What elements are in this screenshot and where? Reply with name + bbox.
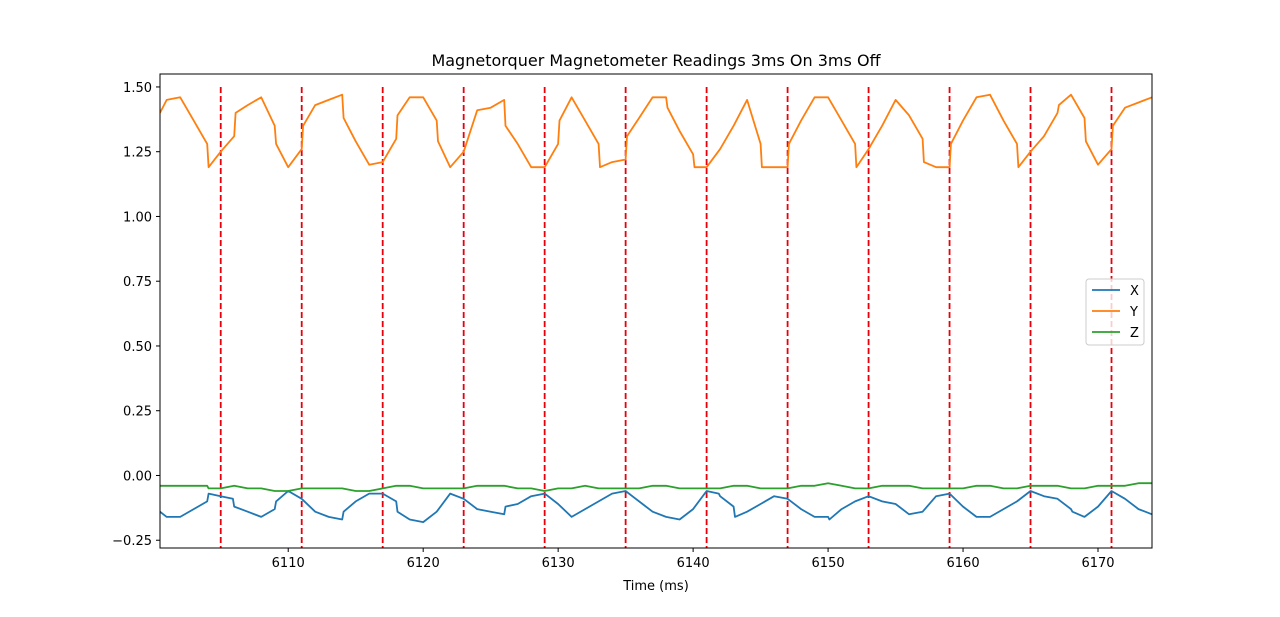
legend: XYZ <box>1085 278 1145 346</box>
series-line-y <box>160 93 1152 169</box>
legend-label-z: Z <box>1130 326 1139 341</box>
x-tick-label: 6140 <box>677 556 710 571</box>
x-tick-label: 6120 <box>407 556 440 571</box>
y-tick-label: 0.50 <box>123 340 152 355</box>
legend-label-x: X <box>1130 284 1139 299</box>
legend-label-y: Y <box>1129 305 1138 320</box>
plot-area <box>159 73 1153 549</box>
y-tick-label: −0.25 <box>112 534 152 549</box>
x-tick-label: 6150 <box>812 556 845 571</box>
x-tick-label: 6160 <box>947 556 980 571</box>
series-line-x <box>160 490 1152 523</box>
y-tick-label: 0.75 <box>123 275 152 290</box>
event-markers <box>219 86 1113 548</box>
y-axis: −0.25 0.00 0.25 0.50 0.75 1.00 1.25 1.50 <box>112 81 160 549</box>
y-tick-label: 0.25 <box>123 405 152 420</box>
y-tick-label: 0.00 <box>123 469 152 484</box>
x-tick-label: 6130 <box>542 556 575 571</box>
x-axis: 6110 6120 6130 6140 6150 6160 6170 <box>272 548 1115 571</box>
series-line-z <box>160 482 1152 492</box>
legend-box <box>1085 278 1145 346</box>
series-lines <box>160 93 1152 523</box>
x-tick-label: 6110 <box>272 556 305 571</box>
y-tick-label: 1.00 <box>123 210 152 225</box>
plot-frame <box>159 73 1153 549</box>
chart-title: Magnetorquer Magnetometer Readings 3ms O… <box>431 51 881 70</box>
x-tick-label: 6170 <box>1081 556 1114 571</box>
x-axis-label: Time (ms) <box>622 579 689 594</box>
y-tick-label: 1.50 <box>123 81 152 96</box>
y-tick-label: 1.25 <box>123 146 152 161</box>
